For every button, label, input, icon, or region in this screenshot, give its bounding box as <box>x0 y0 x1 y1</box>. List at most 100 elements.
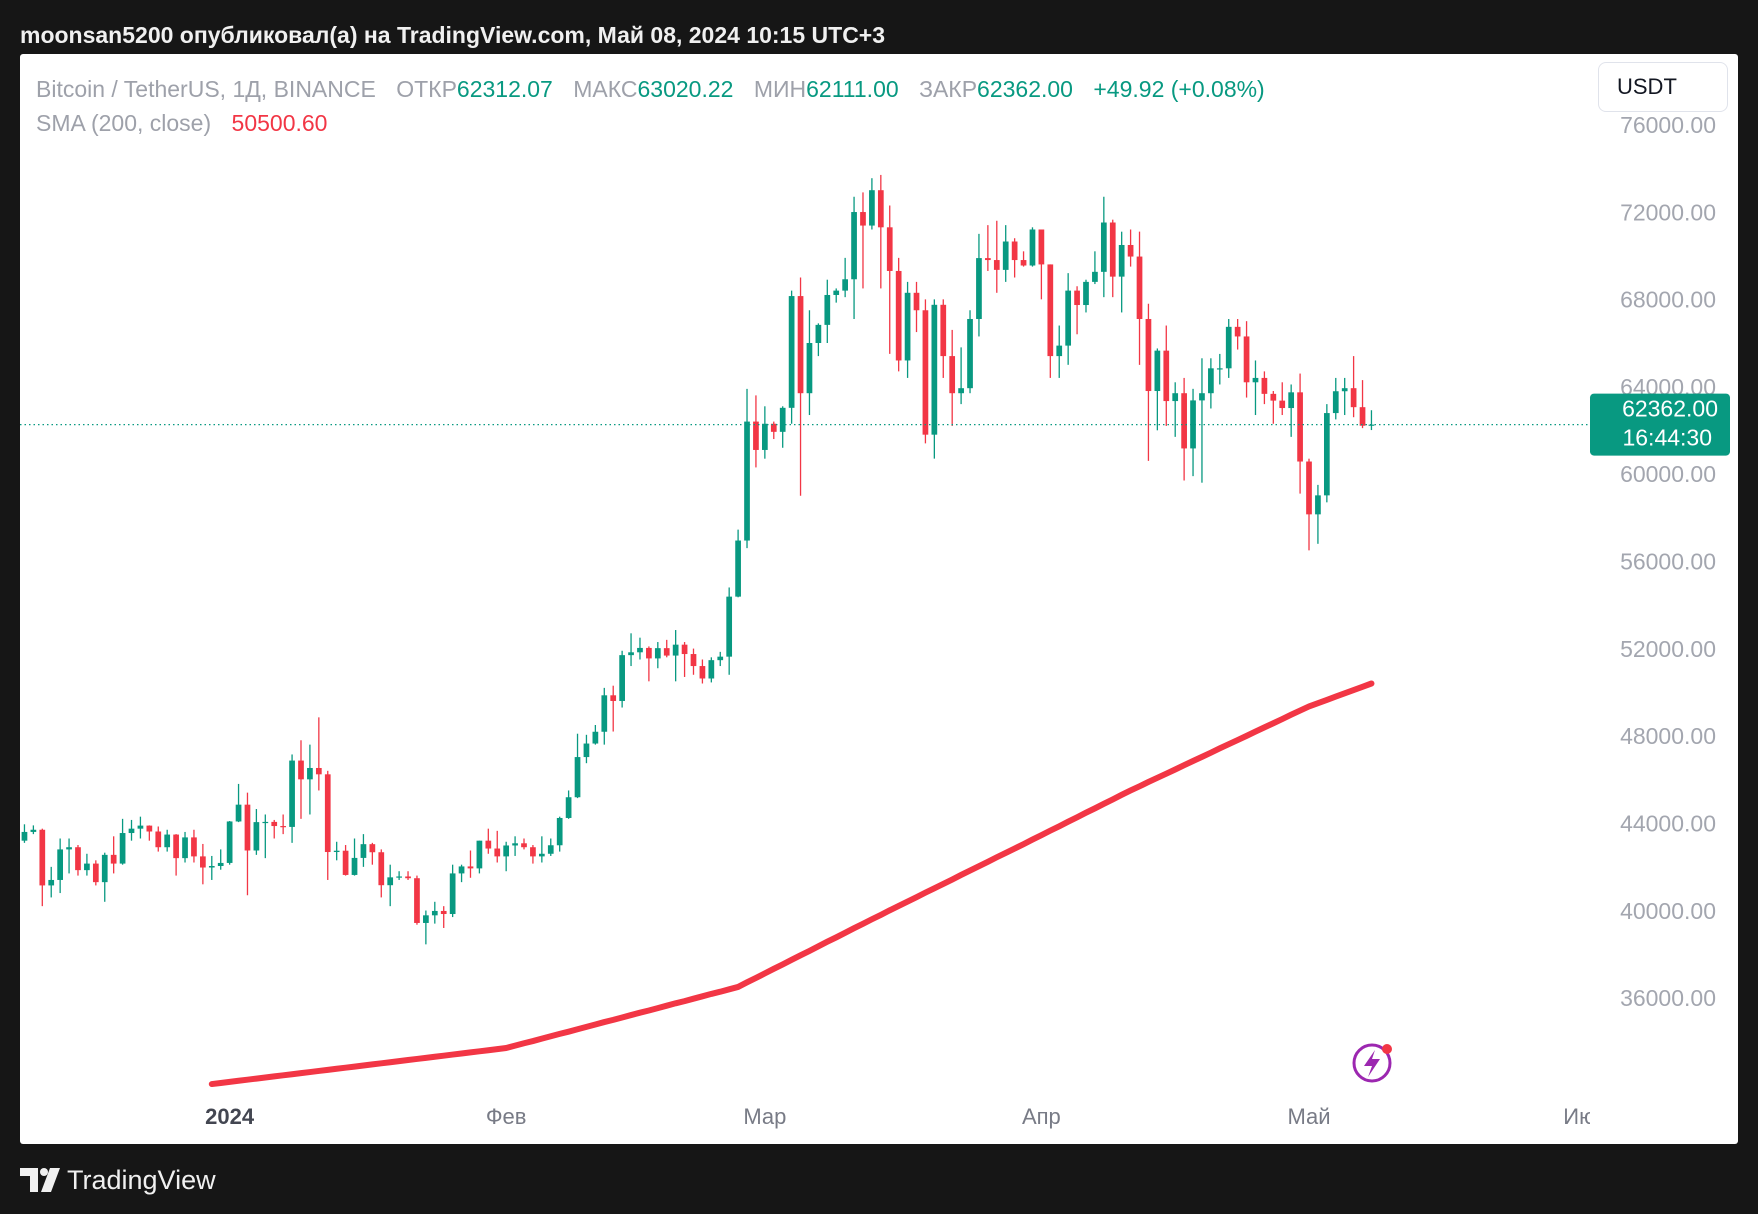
candle-body <box>1154 350 1161 392</box>
candle-body <box>57 849 63 880</box>
candle-body <box>253 822 260 851</box>
candle-body <box>1074 290 1080 306</box>
currency-button[interactable]: USDT <box>1598 62 1728 112</box>
candle-body <box>833 290 840 295</box>
alert-icon[interactable] <box>1352 1043 1392 1083</box>
sma-line <box>208 680 1375 1088</box>
candle-body <box>110 854 117 864</box>
candle-body <box>1020 260 1027 266</box>
candle-body <box>1118 244 1125 277</box>
y-tick-label: 44000.00 <box>1620 810 1716 836</box>
candle-body <box>1181 393 1187 449</box>
candle-body <box>967 318 973 389</box>
y-tick-label: 60000.00 <box>1620 461 1716 487</box>
symbol: Bitcoin / TetherUS, 1Д, BINANCE <box>36 76 376 102</box>
candle-body <box>886 227 893 271</box>
candle-body <box>137 825 144 829</box>
candle-body <box>1332 391 1339 414</box>
candle-body <box>1243 336 1250 383</box>
candle-body <box>940 304 947 357</box>
y-tick-label: 52000.00 <box>1620 636 1716 662</box>
candle-body <box>1199 393 1205 401</box>
candle-body <box>378 852 385 886</box>
candle-body <box>610 695 617 701</box>
candle-body <box>92 863 99 883</box>
candle-body <box>565 797 572 818</box>
footer-brand: TradingView <box>67 1165 216 1195</box>
candle-body <box>574 757 581 798</box>
candle-body <box>48 879 55 886</box>
high-label: МАКС <box>573 76 638 102</box>
y-tick-label: 56000.00 <box>1620 549 1716 575</box>
candle-body <box>547 845 554 854</box>
candle-body <box>1225 326 1232 369</box>
candle-body <box>75 847 81 871</box>
close-label: ЗАКР <box>919 76 978 102</box>
candle-body <box>262 821 269 824</box>
candle-body <box>806 342 813 394</box>
y-tick-label: 72000.00 <box>1620 199 1716 225</box>
candle-body <box>298 760 304 780</box>
candle-body <box>1288 392 1295 409</box>
candle-body <box>1127 244 1134 257</box>
candle-body <box>155 831 162 848</box>
candle-body <box>521 843 527 848</box>
candle-body <box>217 862 224 866</box>
x-tick-label: Фев <box>486 1104 527 1129</box>
candle-body <box>423 915 429 923</box>
candle-body <box>66 847 72 850</box>
candle-body <box>271 821 278 827</box>
candle-body <box>913 292 920 311</box>
candle-body <box>307 767 313 780</box>
candle-body <box>931 304 938 435</box>
open-label: ОТКР <box>396 76 457 102</box>
candle-body <box>672 644 679 656</box>
candle-body <box>333 850 340 853</box>
x-tick-label: Мар <box>743 1104 786 1129</box>
candle-body <box>824 294 831 325</box>
candle-body <box>770 423 777 432</box>
candle-body <box>1100 222 1107 272</box>
candle-body <box>289 760 295 827</box>
candle-body <box>860 212 866 226</box>
time-axis: 2024 Фев Мар Апр Май Июн <box>205 1104 1590 1129</box>
sma-label: SMA (200, close) <box>36 110 212 136</box>
x-tick-label: 2024 <box>205 1104 255 1129</box>
candle-body <box>485 840 492 849</box>
candle-body <box>128 828 135 834</box>
candle-body <box>601 695 608 732</box>
candle-body <box>235 804 242 822</box>
candle-body <box>119 833 126 864</box>
candle-body <box>726 596 733 657</box>
candle-body <box>1056 345 1063 357</box>
chart-panel <box>20 54 1738 1144</box>
candle-body <box>1038 229 1045 265</box>
y-tick-label: 68000.00 <box>1620 287 1716 313</box>
candle-body <box>1092 271 1098 282</box>
candle-body <box>1234 326 1241 337</box>
candle-body <box>39 829 46 886</box>
candle-body <box>21 831 28 841</box>
candle-body <box>1145 318 1152 392</box>
candle-body <box>200 856 206 868</box>
close-value: 62362.00 <box>977 76 1073 102</box>
candle-body <box>280 826 287 828</box>
candle-body <box>753 421 759 450</box>
candle-body <box>1029 229 1036 266</box>
candle-body <box>681 644 688 655</box>
candle-body <box>958 388 964 394</box>
candle-body <box>351 857 358 875</box>
candle-body <box>208 865 215 868</box>
candle-body <box>1315 495 1321 515</box>
candle-body <box>173 834 179 859</box>
publisher-line: moonsan5200 опубликовал(а) на TradingVie… <box>20 22 886 48</box>
candle-body <box>315 767 322 775</box>
indicator-legend: SMA (200, close) 50500.60 <box>36 110 327 137</box>
last-price-box <box>1590 393 1730 456</box>
sma-value: 50500.60 <box>231 110 328 136</box>
candle-body <box>762 423 768 450</box>
high-value: 63020.22 <box>637 76 734 102</box>
candle-body <box>1341 388 1348 392</box>
candle-body <box>949 356 956 394</box>
